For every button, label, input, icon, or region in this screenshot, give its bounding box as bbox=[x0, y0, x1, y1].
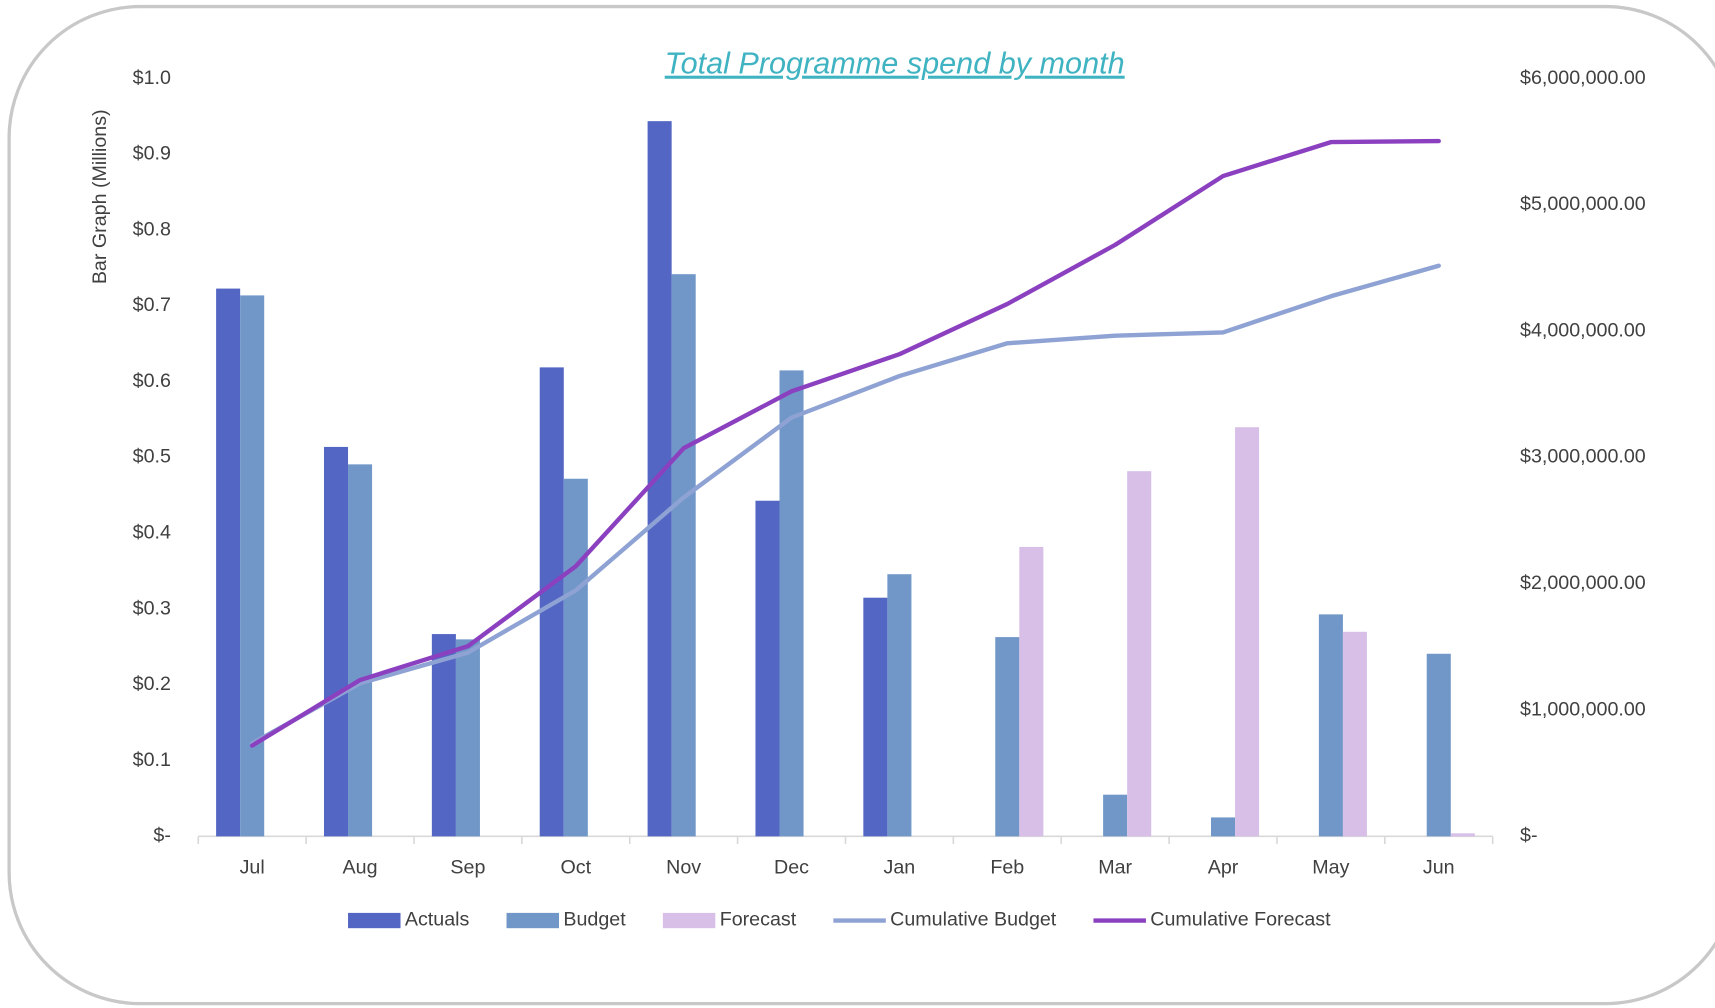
x-tick-label: Jul bbox=[240, 856, 265, 878]
y2-tick-label: $6,000,000.00 bbox=[1520, 67, 1646, 89]
y-axis-label: Bar Graph (Millions) bbox=[89, 109, 111, 284]
legend-label: Actuals bbox=[405, 909, 470, 931]
bar bbox=[863, 597, 888, 837]
x-tick-label: Apr bbox=[1208, 856, 1239, 878]
y-tick-label: $0.7 bbox=[133, 294, 171, 316]
bar bbox=[1342, 631, 1367, 837]
legend-label: Cumulative Forecast bbox=[1150, 909, 1331, 931]
x-tick-label: Mar bbox=[1098, 856, 1132, 878]
bar bbox=[1019, 546, 1044, 837]
chart-title: Total Programme spend by month bbox=[665, 47, 1125, 81]
bar bbox=[887, 574, 912, 837]
bar bbox=[216, 288, 241, 837]
legend-label: Forecast bbox=[720, 909, 797, 931]
y-tick-label: $0.6 bbox=[133, 370, 171, 392]
y2-tick-label: $2,000,000.00 bbox=[1520, 572, 1646, 594]
y-tick-label: $1.0 bbox=[133, 67, 171, 89]
x-tick-label: Jan bbox=[884, 856, 916, 878]
bar bbox=[323, 446, 349, 837]
x-tick-label: Sep bbox=[450, 856, 485, 878]
y-tick-label: $- bbox=[153, 825, 170, 847]
bar bbox=[1235, 427, 1260, 837]
bar bbox=[995, 637, 1020, 837]
legend-swatch bbox=[348, 912, 401, 929]
bar bbox=[1127, 471, 1152, 837]
y-tick-label: $0.1 bbox=[133, 749, 171, 771]
bar bbox=[671, 274, 696, 837]
bar bbox=[779, 370, 804, 837]
y2-tick-label: $3,000,000.00 bbox=[1520, 446, 1646, 468]
bar bbox=[755, 500, 780, 837]
legend-swatch bbox=[506, 912, 560, 929]
y2-tick-label: $4,000,000.00 bbox=[1520, 319, 1646, 341]
bar bbox=[1450, 833, 1475, 837]
y-tick-label: $0.3 bbox=[133, 597, 171, 619]
bar bbox=[563, 478, 588, 837]
x-tick-label: May bbox=[1312, 856, 1349, 878]
line bbox=[250, 263, 1441, 746]
y2-tick-label: $- bbox=[1520, 825, 1537, 847]
y-tick-label: $0.4 bbox=[133, 522, 171, 544]
bar bbox=[647, 121, 672, 837]
y-tick-label: $0.8 bbox=[133, 218, 171, 240]
x-tick-label: Dec bbox=[774, 856, 809, 878]
y-tick-label: $0.2 bbox=[133, 673, 171, 695]
bar bbox=[1103, 794, 1128, 837]
bar bbox=[348, 464, 373, 837]
legend-label: Budget bbox=[563, 909, 626, 931]
y-tick-label: $0.9 bbox=[133, 143, 171, 165]
line bbox=[250, 138, 1441, 748]
x-tick-label: Jun bbox=[1423, 856, 1455, 878]
x-tick-label: Oct bbox=[561, 856, 592, 878]
bar bbox=[455, 639, 480, 837]
bar bbox=[1210, 817, 1236, 837]
bar bbox=[431, 634, 456, 837]
x-tick-label: Feb bbox=[990, 856, 1024, 878]
bar bbox=[1318, 614, 1343, 837]
bar bbox=[240, 295, 265, 837]
legend-swatch bbox=[662, 912, 716, 929]
x-tick-label: Aug bbox=[343, 856, 378, 878]
y2-tick-label: $5,000,000.00 bbox=[1520, 193, 1646, 215]
bar bbox=[1426, 653, 1451, 837]
y2-tick-label: $1,000,000.00 bbox=[1520, 698, 1646, 720]
x-tick-label: Nov bbox=[666, 856, 701, 878]
chart-frame bbox=[7, 4, 1715, 1006]
y-tick-label: $0.5 bbox=[133, 446, 171, 468]
legend-label: Cumulative Budget bbox=[890, 909, 1057, 931]
